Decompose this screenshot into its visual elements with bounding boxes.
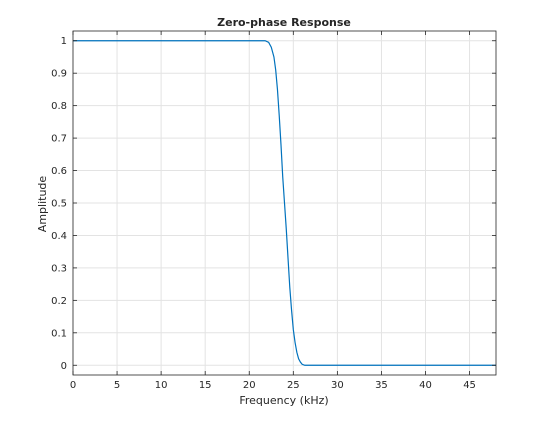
series-line xyxy=(73,40,496,366)
y-tick-label: 0.2 xyxy=(51,296,67,307)
x-axis-title: Frequency (kHz) xyxy=(239,394,328,407)
x-tick-label: 0 xyxy=(70,380,76,391)
x-tick-label: 30 xyxy=(331,380,344,391)
chart-title: Zero-phase Response xyxy=(217,16,351,29)
x-tick-label: 20 xyxy=(243,380,256,391)
y-tick-label: 0.4 xyxy=(51,231,67,242)
y-tick-label: 0.9 xyxy=(51,69,67,80)
plot-area: 0 5 10 15 20 25 30 35 40 45 0 0.1 0.2 0.3 0.4 0.5 0.6 0.7… xyxy=(51,30,497,391)
x-tick-label: 45 xyxy=(463,380,476,391)
x-tick-label: 40 xyxy=(419,380,432,391)
y-tick-label: 0.6 xyxy=(51,166,67,177)
y-tick-label: 0.3 xyxy=(51,263,67,274)
x-tick-label: 10 xyxy=(155,380,168,391)
y-tick-label: 0 xyxy=(61,361,67,372)
y-tick-label: 0.1 xyxy=(51,328,67,339)
y-tick-label: 1 xyxy=(61,36,67,47)
y-tick-label: 0.7 xyxy=(51,134,67,145)
y-axis-title: Amplitude xyxy=(36,176,49,233)
x-tick-label: 35 xyxy=(375,380,388,391)
x-tick-label: 25 xyxy=(287,380,300,391)
x-tick-label: 15 xyxy=(199,380,212,391)
y-tick-label: 0.5 xyxy=(51,199,67,210)
x-tick-label: 5 xyxy=(114,380,120,391)
y-tick-label: 0.8 xyxy=(51,101,67,112)
